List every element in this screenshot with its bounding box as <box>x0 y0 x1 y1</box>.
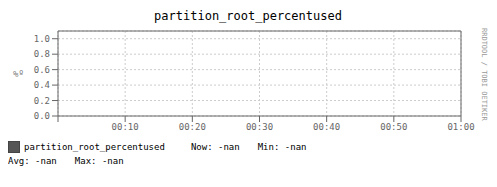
html-text:Max:: Max: <box>74 156 97 166</box>
svg-text:00:20: 00:20 <box>179 122 206 132</box>
html-text:RRDTOOL / TOBI OETIKER: RRDTOOL / TOBI OETIKER <box>480 28 488 121</box>
svg-text:%º: %º <box>13 69 24 79</box>
html-text:-nan: -nan <box>101 156 124 166</box>
html-text:-nan: -nan <box>35 156 57 166</box>
html-text:-nan: -nan <box>284 142 307 152</box>
html-text:partition_root_percentused: partition_root_percentused <box>24 142 165 152</box>
html-text:Now:: Now: <box>190 142 213 152</box>
html-text:Min:: Min: <box>257 142 280 152</box>
svg-text:00:30: 00:30 <box>246 122 273 132</box>
svg-text:1.0: 1.0 <box>34 34 50 44</box>
svg-text:00:50: 00:50 <box>380 122 407 132</box>
html-text:Avg:: Avg: <box>8 156 30 166</box>
svg-text:00:40: 00:40 <box>313 122 340 132</box>
svg-text:0.8: 0.8 <box>34 49 50 59</box>
svg-text:0.6: 0.6 <box>34 65 50 75</box>
svg-text:0.2: 0.2 <box>34 96 50 106</box>
svg-text:0.0: 0.0 <box>34 111 50 121</box>
html-text:-nan: -nan <box>218 142 240 152</box>
svg-text:01:00: 01:00 <box>447 122 474 132</box>
svg-text:00:10: 00:10 <box>112 122 139 132</box>
svg-text:0.4: 0.4 <box>34 80 50 90</box>
html-text:partition_root_percentused: partition_root_percentused <box>154 9 342 23</box>
